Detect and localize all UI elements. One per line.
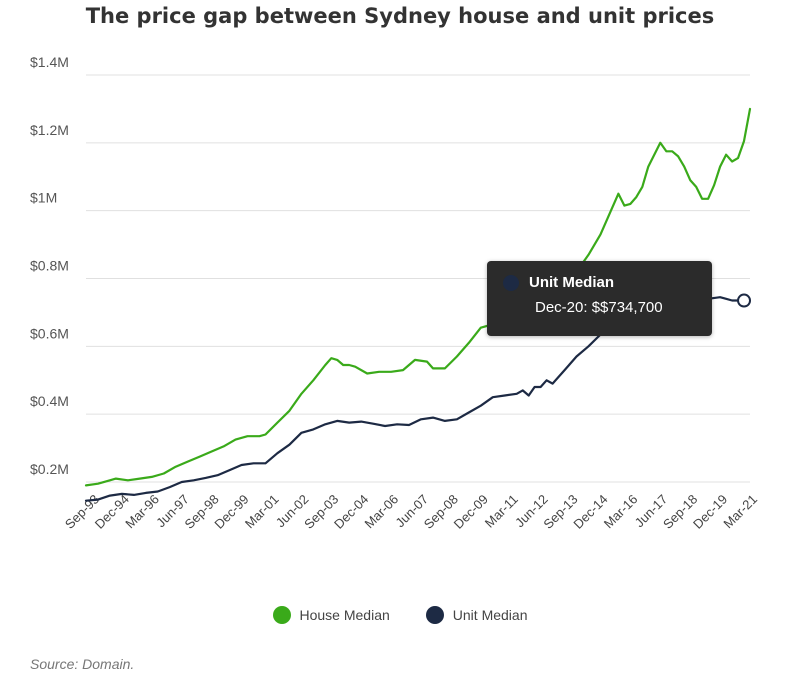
y-tick-label: $1.2M [30, 122, 69, 138]
legend-dot-icon [425, 606, 444, 624]
chart-title: The price gap between Sydney house and u… [85, 4, 715, 28]
highlight-marker [737, 293, 752, 308]
legend-item-unit-median[interactable]: Unit Median [425, 606, 528, 624]
highlight-point[interactable] [737, 293, 752, 308]
y-tick-label: $0.8M [30, 258, 69, 274]
y-tick-label: $1M [30, 190, 57, 206]
tooltip-value: Dec-20: $$734,700 [535, 299, 663, 316]
legend-item-house-median[interactable]: House Median [272, 606, 390, 624]
legend-label: Unit Median [452, 607, 528, 623]
x-tick-label: Mar-01 [242, 492, 282, 532]
x-tick-label: Dec-09 [451, 492, 491, 532]
x-tick-label: Mar-96 [122, 492, 162, 532]
legend-label: House Median [299, 607, 390, 623]
y-tick-label: $0.2M [30, 461, 69, 477]
tooltip-series-dot [503, 274, 519, 291]
x-axis-ticks: Sep-93Dec-94Mar-96Jun-97Sep-98Dec-99Mar-… [62, 492, 760, 532]
legend: House Median Unit Median [0, 606, 800, 624]
legend-dot-icon [272, 606, 291, 624]
y-tick-label: $0.4M [30, 393, 69, 409]
x-tick-label: Mar-21 [720, 492, 760, 532]
y-tick-label: $0.6M [30, 325, 69, 341]
x-tick-label: Mar-06 [361, 492, 401, 532]
y-tick-label: $1.4M [30, 54, 69, 70]
tooltip-series-name: Unit Median [529, 274, 614, 291]
grid-lines [86, 74, 750, 483]
source-note: Source: Domain. [30, 656, 135, 672]
series-line-house-median[interactable] [84, 107, 752, 487]
x-tick-label: Mar-16 [601, 492, 641, 532]
x-tick-label: Mar-11 [482, 492, 521, 531]
tooltip: Unit Median Dec-20: $$734,700 [487, 261, 712, 336]
y-axis-ticks: $0.2M $0.4M $0.6M $0.8M $1M $1.2M $1.4M [30, 54, 69, 477]
